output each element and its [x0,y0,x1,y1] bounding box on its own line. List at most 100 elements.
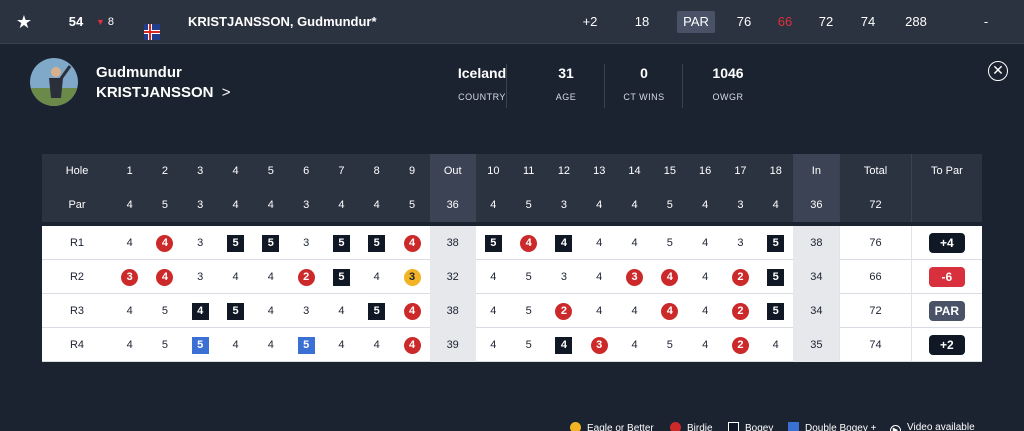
hole-score: 4 [112,328,147,362]
par-score: 4 [232,270,239,283]
par-score: 5 [525,304,532,317]
birdie-marker: 4 [661,268,679,286]
par-score: 4 [702,236,709,249]
hole-number: 10 [487,165,500,177]
round-row: R2 3 4 3 4 4 2 5 4 3 32 4 5 3 4 3 4 4 2 5 34 66 -6 [42,260,982,294]
birdie-marker: 2 [731,268,749,286]
round-row: R3 4 5 4 5 4 3 4 5 4 38 4 5 2 4 4 4 4 2 5 34 72 PAR [42,294,982,328]
hole-score: 5 [476,226,511,260]
par-score: 5 [666,338,673,351]
hole-score: 2 [289,260,324,294]
round-total: 66 [839,260,910,294]
double-bogey-square-icon [788,422,799,431]
hole-par: 4 [490,199,497,211]
hole-label: Hole [65,165,89,177]
today-par-badge: PAR [677,11,715,33]
bogey-marker: 5 [227,302,245,320]
round-out: 38 [429,226,476,260]
par-score: 4 [702,270,709,283]
hole-score: 3 [183,226,218,260]
hole-score: 4 [394,328,429,362]
round-4: 74 [860,14,876,29]
round-1: 76 [736,14,752,29]
hole-par: 4 [338,199,345,211]
round-in: 34 [793,260,840,294]
birdie-marker: 3 [121,268,139,286]
hole-par: 5 [525,199,532,211]
hole-score: 4 [476,294,511,328]
hole-score: 2 [546,294,581,328]
hole-score: 4 [324,294,359,328]
hole-number: 17 [734,165,747,177]
round-out: 32 [429,260,476,294]
hole-number: 15 [663,165,676,177]
hole-number: 8 [373,165,380,177]
bogey-marker: 4 [555,336,573,354]
to-par-badge: +4 [928,233,965,254]
bogey-marker: 5 [332,234,350,252]
par-score: 5 [525,270,532,283]
round-label: R4 [69,339,85,351]
bogey-marker: 5 [262,234,280,252]
hole-score: 4 [218,328,253,362]
hole-par: 3 [560,199,567,211]
hole-score: 5 [324,226,359,260]
par-score: 3 [303,236,310,249]
birdie-marker: 4 [403,302,421,320]
leaderboard-row[interactable]: ★ 54 ▼ 8 KRISTJANSSON, Gudmundur* +2 18 P… [0,0,1024,44]
bogey-marker: 5 [767,234,785,252]
par-score: 4 [631,236,638,249]
birdie-marker: 2 [731,336,749,354]
birdie-marker: 4 [156,234,174,252]
hole-score: 5 [758,260,793,294]
to-par-badge: +2 [928,335,965,356]
hole-score: 4 [652,294,687,328]
favorite-star-icon[interactable]: ★ [15,12,33,32]
hole-score: 4 [688,260,723,294]
birdie-marker: 4 [403,336,421,354]
stat-divider [506,64,507,108]
par-score: 4 [490,304,497,317]
hole-score: 5 [511,294,546,328]
stat-ct-wins: 0 CT WINS [623,65,665,102]
bogey-marker: 5 [767,268,785,286]
round-out: 38 [429,294,476,328]
round-label: R1 [69,237,85,249]
bogey-marker: 4 [191,302,209,320]
hole-number: 13 [593,165,606,177]
hole-number: 7 [338,165,345,177]
hole-score: 5 [147,328,182,362]
par-score: 4 [490,270,497,283]
birdie-marker: 3 [590,336,608,354]
bogey-marker: 5 [484,234,502,252]
par-score: 4 [267,338,274,351]
par-score: 3 [197,236,204,249]
hole-score: 4 [582,226,617,260]
round-to-par: -6 [910,260,982,294]
hole-score: 2 [723,328,758,362]
player-avatar [30,58,78,106]
total-label: Total [839,154,910,188]
hole-score: 4 [758,328,793,362]
stat-country: Iceland COUNTRY [457,65,507,102]
birdie-marker: 2 [297,268,315,286]
hole-par: 3 [303,199,310,211]
hole-number: 1 [126,165,133,177]
par-score: 4 [126,236,133,249]
hole-par: 5 [408,199,416,211]
player-last-name-link[interactable]: KRISTJANSSON > [96,84,231,101]
hole-score: 3 [183,260,218,294]
par-score: 4 [338,338,345,351]
par-score: 3 [303,304,310,317]
round-to-par: PAR [910,294,982,328]
hole-score: 3 [289,226,324,260]
par-score: 4 [126,338,133,351]
birdie-dot-icon [670,422,681,431]
par-score: 4 [596,304,603,317]
close-icon[interactable]: ✕ [988,61,1008,81]
hole-score: 5 [183,328,218,362]
player-name[interactable]: KRISTJANSSON, Gudmundur* [188,14,377,29]
hole-number: 4 [232,165,239,177]
birdie-marker: 4 [520,234,538,252]
hole-number: 18 [769,165,782,177]
